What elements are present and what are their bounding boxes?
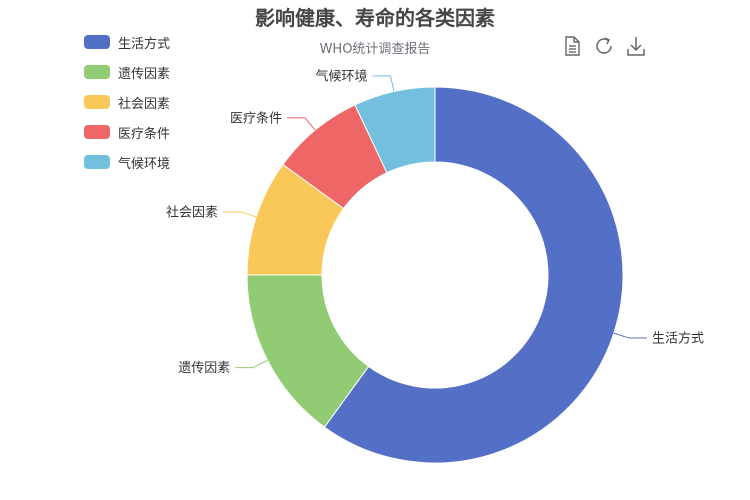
legend-label: 遗传因素 [118,66,171,82]
slice-leader-line [222,211,257,218]
restore-icon [596,37,612,54]
slice-leader-line [372,75,395,92]
toolbox [560,34,648,58]
slice-leader-line [613,332,648,339]
legend-swatch [84,65,110,79]
download-button[interactable] [624,34,648,58]
slice-label: 社会因素 [166,204,218,220]
slice-leader-line [235,359,268,369]
slice-label: 遗传因素 [178,361,230,376]
legend-swatch [84,95,110,109]
chart-subtitle: WHO统计调查报告 [319,42,431,57]
legend-label: 生活方式 [118,36,171,52]
legend: 生活方式遗传因素社会因素医疗条件气候环境 [84,32,170,182]
slice-leader-line [286,117,316,131]
legend-label: 社会因素 [118,96,171,112]
legend-label: 医疗条件 [118,126,171,142]
legend-item[interactable]: 生活方式 [84,32,170,52]
legend-swatch [84,125,110,139]
restore-button[interactable] [592,34,616,58]
slice-label: 生活方式 [652,331,704,347]
data-view-icon [565,36,580,56]
pie-slice[interactable] [323,86,624,464]
slice-label: 气候环境 [315,68,367,84]
legend-item[interactable]: 遗传因素 [84,62,170,82]
legend-item[interactable]: 社会因素 [84,92,170,112]
legend-label: 气候环境 [118,156,171,172]
legend-item[interactable]: 医疗条件 [84,122,170,142]
slice-label: 医疗条件 [230,110,282,126]
legend-swatch [84,155,110,169]
chart-title: 影响健康、寿命的各类因素 [255,6,495,30]
legend-swatch [84,35,110,49]
data-view-button[interactable] [560,34,584,58]
download-icon [627,37,645,56]
legend-item[interactable]: 气候环境 [84,152,170,172]
pie-slice[interactable] [354,86,436,174]
